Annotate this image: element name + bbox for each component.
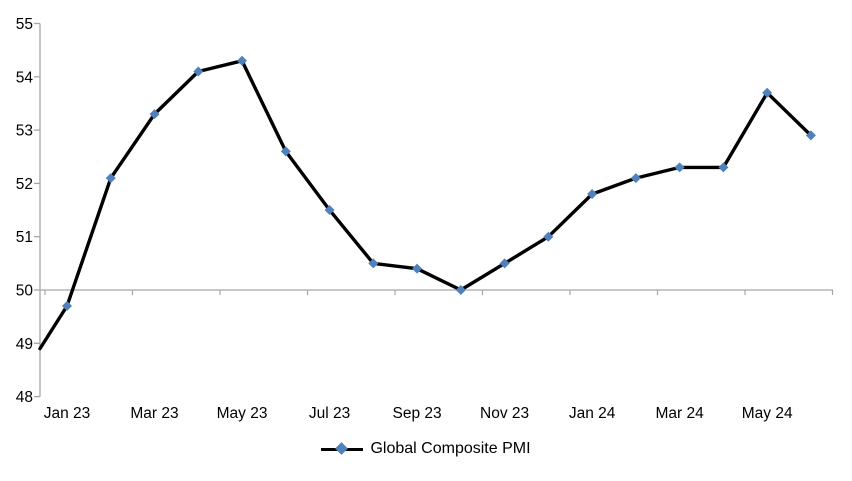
x-axis-tick-label: Jan 24 xyxy=(569,405,616,422)
data-point-marker xyxy=(62,300,72,311)
data-point-marker xyxy=(805,130,816,141)
y-axis-tick-label: 48 xyxy=(16,389,33,406)
x-axis-tick-label: Mar 23 xyxy=(130,405,178,422)
data-point-marker xyxy=(149,109,160,120)
data-point-marker xyxy=(193,66,204,77)
x-axis-tick-label: May 24 xyxy=(742,405,793,422)
data-point-marker xyxy=(324,205,335,216)
y-axis-tick-label: 50 xyxy=(16,283,34,300)
x-axis-tick-label: Mar 24 xyxy=(656,405,705,422)
y-axis-tick-label: 53 xyxy=(16,123,33,140)
data-point-marker xyxy=(455,285,466,295)
data-point-marker xyxy=(587,189,598,200)
x-axis-tick-label: Nov 23 xyxy=(480,405,529,422)
x-axis-tick-label: Jul 23 xyxy=(309,405,350,422)
y-axis-tick-label: 52 xyxy=(16,176,33,193)
data-point-marker xyxy=(368,258,379,269)
pmi-line-chart: 48 49 50 51 52 53 54 55 Jan 23 Mar 23 May 23 Jul 23… xyxy=(16,16,834,422)
data-point-marker xyxy=(762,87,773,98)
y-axis-tick-label: 55 xyxy=(16,16,33,33)
data-point-marker xyxy=(412,263,423,274)
data-point-marker xyxy=(499,258,510,269)
data-point-marker xyxy=(674,162,685,173)
data-point-marker xyxy=(237,55,248,66)
data-point-marker xyxy=(543,231,554,242)
chart-legend: Global Composite PMI xyxy=(0,440,852,458)
x-axis-tick-label: Jan 23 xyxy=(44,405,91,422)
y-axis-tick-label: 51 xyxy=(16,229,33,246)
x-axis-tick-label: May 23 xyxy=(217,405,268,422)
pmi-series-line xyxy=(38,59,813,351)
data-point-marker xyxy=(630,173,641,184)
legend-swatch xyxy=(321,442,364,455)
y-axis-tick-label: 49 xyxy=(16,336,33,353)
data-point-marker xyxy=(718,162,729,173)
data-point-marker xyxy=(105,173,116,184)
diamond-marker-icon xyxy=(335,442,349,455)
y-axis-tick-label: 54 xyxy=(16,69,34,86)
data-point-marker xyxy=(280,146,291,157)
legend-label: Global Composite PMI xyxy=(370,440,531,457)
x-axis-tick-label: Sep 23 xyxy=(393,405,442,422)
